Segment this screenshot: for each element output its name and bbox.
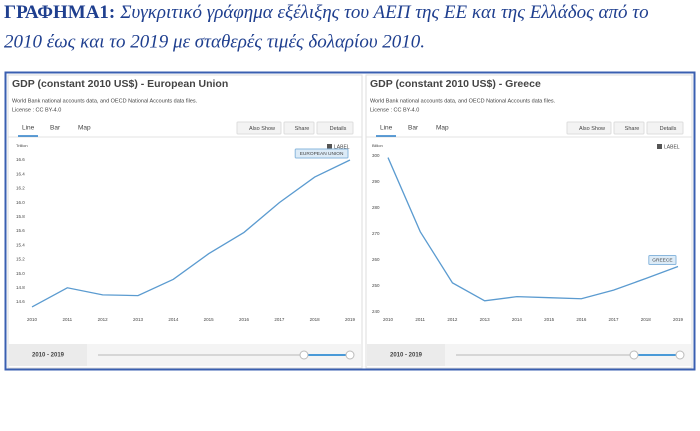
button[interactable]	[316, 121, 354, 135]
button-label[interactable]: Also Show	[249, 126, 275, 132]
series-label: EUROPEAN UNION	[300, 151, 344, 157]
y-tick-label: 270	[372, 231, 380, 236]
range-box	[367, 344, 445, 366]
x-tick-label: 2010	[27, 317, 38, 322]
x-tick-label: 2013	[133, 317, 144, 322]
x-tick-label: 2018	[641, 317, 652, 322]
tab[interactable]: Map	[78, 125, 91, 132]
y-tick-label: 15.2	[16, 257, 25, 262]
y-tick-label: 290	[372, 179, 380, 184]
x-tick-label: 2017	[609, 317, 620, 322]
source: World Bank national accounts data, and O…	[12, 98, 198, 104]
y-tick-label: 260	[372, 257, 380, 262]
x-tick-label: 2013	[480, 317, 491, 322]
series-label-box	[648, 255, 677, 265]
panel	[365, 74, 693, 369]
x-tick-label: 2014	[168, 317, 179, 322]
chart-title: GDP (constant 2010 US$) - European Union	[12, 78, 228, 90]
unit: Billion	[372, 143, 383, 148]
button[interactable]	[236, 121, 282, 135]
tab[interactable]: Bar	[50, 125, 61, 132]
x-tick-label: 2011	[62, 317, 72, 322]
label-checkbox[interactable]	[327, 144, 332, 149]
source: World Bank national accounts data, and O…	[370, 98, 556, 104]
chart-title: GDP (constant 2010 US$) - Greece	[370, 78, 541, 90]
y-tick-label: 250	[372, 283, 380, 288]
heading-line2: 2010 έως και το 2019 με σταθερές τιμές δ…	[4, 31, 425, 52]
range-label: 2010 - 2019	[32, 353, 65, 359]
heading-line1: ΓΡΑΦΗΜΑ1: Συγκριτικό γράφημα εξέλιξης του…	[4, 2, 649, 23]
y-tick-label: 15.0	[16, 271, 25, 276]
unit: Trillion	[16, 143, 28, 148]
tab[interactable]: Bar	[408, 125, 419, 132]
series-label-box	[294, 148, 349, 159]
x-tick-label: 2017	[274, 317, 285, 322]
button[interactable]	[613, 121, 645, 135]
label-checkbox[interactable]	[657, 144, 662, 149]
x-tick-label: 2010	[383, 317, 394, 322]
x-tick-label: 2012	[447, 317, 458, 322]
button[interactable]	[283, 121, 315, 135]
x-tick-label: 2014	[512, 317, 523, 322]
y-tick-label: 15.8	[16, 214, 25, 219]
slider-handle[interactable]	[299, 350, 309, 360]
x-tick-label: 2016	[576, 317, 587, 322]
x-tick-label: 2019	[345, 317, 356, 322]
tab[interactable]: Line	[380, 125, 393, 132]
slider-handle[interactable]	[675, 350, 685, 360]
tab[interactable]: Map	[436, 125, 449, 132]
x-tick-label: 2018	[310, 317, 321, 322]
button-label[interactable]: Details	[330, 126, 347, 132]
line	[387, 157, 679, 302]
range-box	[9, 344, 87, 366]
y-tick-label: 16.2	[16, 186, 25, 191]
heading-label: ΓΡΑΦΗΜΑ1:	[4, 2, 115, 23]
slider-handle[interactable]	[629, 350, 639, 360]
button-label[interactable]: Details	[660, 126, 677, 132]
x-tick-label: 2015	[204, 317, 215, 322]
heading-text: Συγκριτικό γράφημα εξέλιξης του ΑΕΠ της …	[119, 2, 648, 23]
button[interactable]	[566, 121, 612, 135]
button[interactable]	[646, 121, 684, 135]
frame	[4, 71, 696, 371]
x-tick-label: 2011	[415, 317, 425, 322]
y-tick-label: 15.4	[16, 242, 25, 247]
x-tick-label: 2012	[98, 317, 109, 322]
y-tick-label: 14.6	[16, 299, 25, 304]
y-tick-label: 16.6	[16, 157, 25, 162]
x-tick-label: 2019	[673, 317, 684, 322]
y-tick-label: 15.6	[16, 228, 25, 233]
button-label[interactable]: Share	[295, 126, 310, 132]
y-tick-label: 240	[372, 309, 380, 314]
button-label[interactable]: Share	[625, 126, 640, 132]
x-tick-label: 2016	[239, 317, 250, 322]
button-label[interactable]: Also Show	[579, 126, 605, 132]
slider-handle[interactable]	[345, 350, 355, 360]
license: License : CC BY-4.0	[12, 107, 61, 113]
range-label: 2010 - 2019	[390, 353, 423, 359]
tab[interactable]: Line	[22, 125, 35, 132]
series-label: GREECE	[652, 257, 672, 263]
y-tick-label: 14.8	[16, 285, 25, 290]
y-tick-label: 16.4	[16, 171, 25, 176]
label-toggle[interactable]: LABEL	[334, 144, 350, 150]
panel	[7, 74, 363, 369]
y-tick-label: 280	[372, 205, 380, 210]
label-toggle[interactable]: LABEL	[664, 144, 680, 150]
y-tick-label: 300	[372, 153, 380, 158]
license: License : CC BY-4.0	[370, 107, 419, 113]
x-tick-label: 2015	[544, 317, 555, 322]
line	[31, 159, 351, 308]
y-tick-label: 16.0	[16, 200, 25, 205]
